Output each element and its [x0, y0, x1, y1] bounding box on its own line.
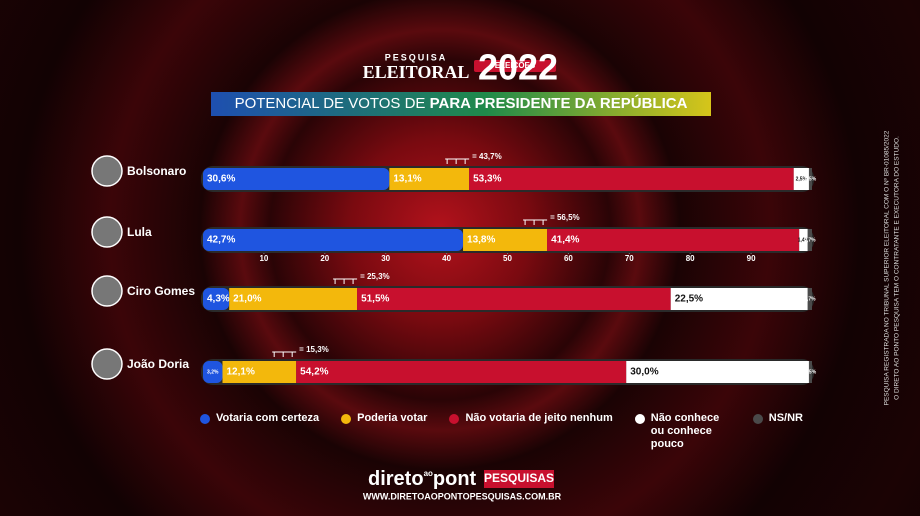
x-tick-label: 80 — [686, 254, 695, 263]
bar-value-label: 3,2% — [207, 369, 219, 375]
bar-segment — [203, 168, 390, 190]
legend-item: NS/NR — [752, 412, 803, 451]
bar-value-label: 4,3% — [207, 294, 230, 305]
x-tick-label: 70 — [625, 254, 634, 263]
bar-segment — [799, 229, 808, 251]
bar-segment — [807, 288, 812, 310]
bar-segment — [469, 168, 794, 190]
bar-value-label: 12,1% — [226, 367, 254, 378]
footer-tag: PESQUISAS — [484, 471, 554, 485]
legend-label: Não conhece ou conhece pouco — [650, 412, 720, 450]
x-tick-label: 30 — [381, 254, 390, 263]
legend: Votaria com certeza Poderia votar Não vota… — [200, 412, 840, 451]
legend-swatch — [200, 414, 210, 424]
total-label: = 56,5% — [550, 213, 580, 222]
footer-brand: diretoaopont — [368, 468, 477, 490]
bar-value-label: 42,7% — [207, 235, 235, 246]
legend-swatch — [341, 414, 352, 424]
bar-value-label: 0,7% — [804, 237, 816, 243]
kicker: PESQUISA — [385, 52, 448, 62]
avatar — [91, 275, 123, 307]
bar-value-label: 22,5% — [675, 294, 703, 305]
x-tick-label: 10 — [259, 254, 268, 263]
bar-segment — [203, 361, 223, 383]
bar-value-label: 51,5% — [361, 294, 389, 305]
bar-segment — [203, 229, 464, 251]
badge: ELEIÇÕES — [495, 61, 536, 70]
x-tick-label: 60 — [564, 254, 573, 263]
bar-value-label: 0,5% — [805, 369, 817, 375]
subtitle: POTENCIAL DE VOTOS DE PARA PRESIDENTE DA… — [235, 94, 688, 112]
bar-segment — [793, 168, 809, 190]
bar-segment — [389, 168, 470, 190]
brand-c: pont — [433, 468, 477, 490]
total-label: = 15,3% — [299, 345, 329, 354]
avatar — [91, 348, 123, 380]
x-tick-label: 90 — [747, 254, 756, 263]
side-note-line: O DIRETO AO PONTO PESQUISA TEM O CONTRAT… — [894, 136, 901, 400]
x-tick-label: 50 — [503, 254, 512, 263]
bar-value-label: 1,4% — [798, 237, 810, 243]
category-label: Ciro Gomes — [127, 284, 195, 298]
total-label: = 25,3% — [360, 272, 390, 281]
badge-bg — [474, 60, 556, 72]
brand-b: ao — [424, 469, 433, 478]
total-label: = 43,7% — [472, 152, 502, 161]
legend-label: Votaria com certeza — [216, 412, 320, 424]
bar-value-label: 0,5% — [805, 176, 817, 182]
x-tick-label: 40 — [442, 254, 451, 263]
bar-segment — [808, 361, 812, 383]
subtitle-bg — [211, 92, 711, 116]
brand: ELEITORAL — [363, 62, 470, 82]
avatar — [91, 155, 123, 187]
side-note: PESQUISA REGISTRADA NO TRIBUNAL SUPERIOR… — [884, 130, 901, 405]
year: 2022 — [478, 47, 558, 88]
bar-segment — [203, 288, 230, 310]
bar-value-label: 53,3% — [473, 174, 501, 185]
bar-segment — [670, 288, 808, 310]
bar-value-label: 21,0% — [233, 294, 261, 305]
subtitle-bold: PARA PRESIDENTE DA REPÚBLICA — [430, 94, 688, 112]
side-note-line: PESQUISA REGISTRADA NO TRIBUNAL SUPERIOR… — [884, 130, 891, 405]
bar-segment — [626, 361, 809, 383]
bar-value-label: 0,7% — [804, 296, 816, 302]
avatar — [91, 216, 123, 248]
bar-segment — [357, 288, 671, 310]
x-tick-label: 20 — [320, 254, 329, 263]
footer-tag-bg — [484, 470, 554, 488]
bar-segment — [296, 361, 627, 383]
category-label: João Doria — [127, 357, 189, 371]
bar-segment — [808, 168, 812, 190]
bar-segment — [807, 229, 812, 251]
bar-value-label: 41,4% — [551, 235, 579, 246]
subtitle-light: POTENCIAL DE VOTOS DE — [235, 95, 426, 112]
legend-label: NS/NR — [768, 412, 803, 424]
legend-swatch — [752, 414, 763, 424]
legend-item: Não votaria de jeito nenhum — [449, 412, 613, 451]
brand-a: direto — [368, 468, 424, 490]
bar-value-label: 2,5% — [796, 176, 808, 182]
legend-item: Votaria com certeza — [200, 412, 319, 451]
footer-url: WWW.DIRETOAOPONTOPESQUISAS.COM.BR — [363, 491, 562, 501]
bar-value-label: 30,0% — [630, 367, 658, 378]
legend-swatch — [634, 414, 645, 424]
bar-segment — [547, 229, 800, 251]
bar-value-label: 54,2% — [300, 367, 328, 378]
bar-value-label: 13,1% — [393, 174, 421, 185]
bar-value-label: 30,6% — [207, 174, 235, 185]
bar-segment — [222, 361, 297, 383]
legend-label: Poderia votar — [357, 412, 428, 424]
category-label: Lula — [127, 225, 152, 239]
legend-item: Não conhece ou conhece pouco — [634, 412, 731, 451]
legend-label: Não votaria de jeito nenhum — [465, 412, 613, 424]
category-label: Bolsonaro — [127, 164, 186, 178]
legend-swatch — [449, 414, 460, 424]
bar-segment — [463, 229, 548, 251]
bar-segment — [229, 288, 358, 310]
legend-item: Poderia votar — [341, 412, 427, 451]
bar-value-label: 13,8% — [467, 235, 495, 246]
